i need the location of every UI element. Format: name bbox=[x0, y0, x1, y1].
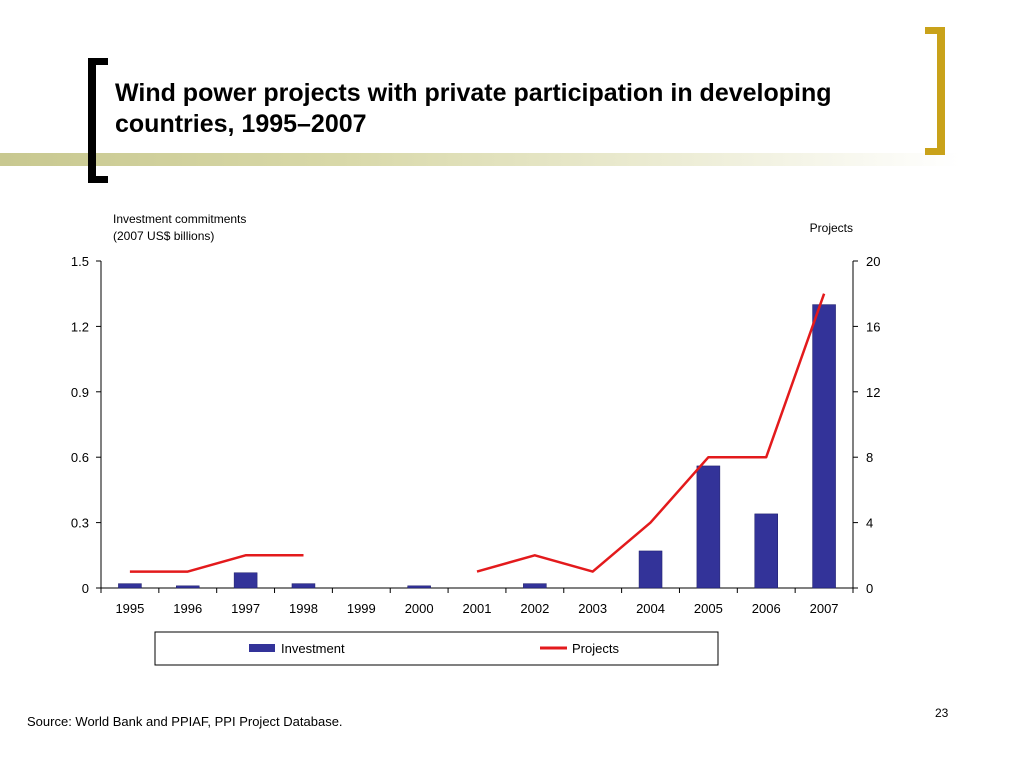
x-axis-tick-label: 1997 bbox=[231, 601, 260, 616]
x-axis-tick-label: 2001 bbox=[463, 601, 492, 616]
chart: Investment commitments (2007 US$ billion… bbox=[71, 212, 880, 666]
left-axis-label-line1: Investment commitments bbox=[113, 212, 246, 226]
bar-investment bbox=[523, 583, 547, 589]
legend-label-investment: Investment bbox=[281, 641, 345, 656]
bar-investment bbox=[696, 465, 721, 589]
x-axis-tick-label: 1998 bbox=[289, 601, 318, 616]
left-axis-label-line2: (2007 US$ billions) bbox=[113, 229, 214, 243]
bar-investment bbox=[812, 304, 836, 589]
x-axis-tick-label: 2003 bbox=[578, 601, 607, 616]
source-note: Source: World Bank and PPIAF, PPI Projec… bbox=[27, 714, 343, 729]
legend-label-projects: Projects bbox=[572, 641, 619, 656]
x-axis-tick-label: 1996 bbox=[173, 601, 202, 616]
x-axis-tick-label: 2005 bbox=[694, 601, 723, 616]
left-axis-ticks: 0 0.3 0.6 0.9 1.2 1.5 bbox=[71, 254, 101, 596]
right-axis-tick-label: 8 bbox=[866, 450, 873, 465]
bar-investment bbox=[233, 572, 258, 589]
legend: Investment Projects bbox=[154, 631, 719, 666]
x-axis-tick-label: 1999 bbox=[347, 601, 376, 616]
bar-investment bbox=[407, 585, 431, 589]
left-axis-tick-label: 0 bbox=[82, 581, 89, 596]
line-projects-segment bbox=[129, 554, 304, 573]
right-axis-tick-label: 4 bbox=[866, 516, 873, 531]
right-axis-ticks: 0 4 8 12 16 20 bbox=[853, 254, 880, 596]
right-axis-tick-label: 12 bbox=[866, 385, 880, 400]
slide-title: Wind power projects with private partici… bbox=[115, 79, 832, 138]
left-axis-tick-label: 1.2 bbox=[71, 319, 89, 334]
right-bracket-decoration bbox=[925, 27, 945, 155]
right-axis-tick-label: 0 bbox=[866, 581, 873, 596]
projects-line bbox=[129, 293, 826, 573]
legend-swatch-investment bbox=[249, 644, 275, 652]
x-axis-ticks: 1995 1996 1997 1998 1999 2000 2001 2002 2003 2004… bbox=[100, 588, 854, 616]
bar-investment bbox=[118, 583, 142, 589]
bar-investment bbox=[291, 583, 316, 589]
left-bracket-decoration bbox=[88, 58, 108, 183]
investment-bars bbox=[118, 304, 836, 589]
bar-investment bbox=[754, 513, 778, 589]
left-axis-tick-label: 0.9 bbox=[71, 385, 89, 400]
header-band bbox=[0, 153, 960, 166]
right-axis-tick-label: 16 bbox=[866, 319, 880, 334]
x-axis-tick-label: 2004 bbox=[636, 601, 665, 616]
x-axis-tick-label: 2006 bbox=[752, 601, 781, 616]
left-axis-tick-label: 1.5 bbox=[71, 254, 89, 269]
bar-investment bbox=[638, 550, 663, 589]
line-projects-segment bbox=[476, 293, 826, 573]
right-axis-tick-label: 20 bbox=[866, 254, 880, 269]
left-axis-tick-label: 0.3 bbox=[71, 516, 89, 531]
left-axis-tick-label: 0.6 bbox=[71, 450, 89, 465]
x-axis-tick-label: 2002 bbox=[520, 601, 549, 616]
right-axis-label: Projects bbox=[810, 221, 853, 235]
x-axis-tick-label: 1995 bbox=[115, 601, 144, 616]
legend-box bbox=[154, 631, 719, 666]
x-axis-tick-label: 2000 bbox=[405, 601, 434, 616]
x-axis-tick-label: 2007 bbox=[810, 601, 839, 616]
page-number: 23 bbox=[935, 706, 949, 720]
bar-investment bbox=[176, 585, 200, 589]
